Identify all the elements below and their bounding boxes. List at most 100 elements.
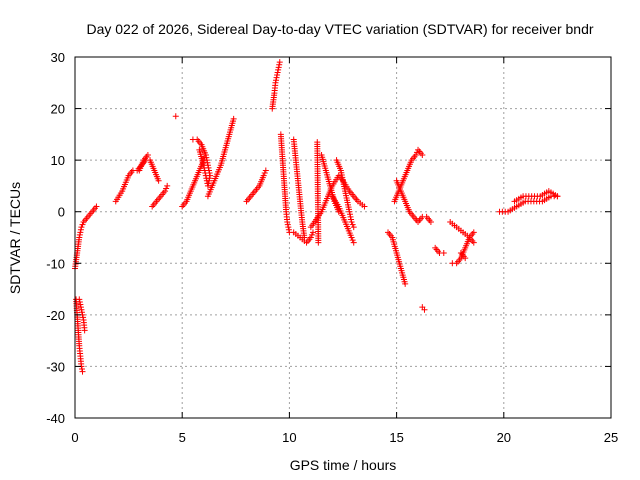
data-point xyxy=(275,64,282,71)
data-point xyxy=(78,309,85,316)
x-tick-label: 20 xyxy=(497,430,511,445)
y-tick-label: 0 xyxy=(58,205,65,220)
series-arc-d xyxy=(112,157,162,205)
series-arc-r xyxy=(333,157,357,231)
data-point xyxy=(284,221,291,228)
data-point xyxy=(163,185,170,192)
series-arc-p xyxy=(307,172,368,231)
data-point xyxy=(350,224,357,231)
data-point xyxy=(349,237,356,244)
series-arc-g xyxy=(172,113,179,120)
series-arc-b xyxy=(73,296,86,375)
data-point xyxy=(79,368,86,375)
data-point xyxy=(285,226,292,233)
series-arc-ab xyxy=(496,193,561,215)
data-point xyxy=(309,229,316,236)
data-point xyxy=(230,115,237,122)
data-point xyxy=(172,113,179,120)
series-arc-v xyxy=(393,177,434,226)
series-arc-k xyxy=(243,167,269,205)
data-point xyxy=(76,298,83,305)
data-point xyxy=(419,151,426,158)
data-point xyxy=(79,221,86,228)
y-tick-label: 20 xyxy=(51,102,65,117)
series-arc-a xyxy=(72,203,100,272)
x-tick-label: 15 xyxy=(389,430,403,445)
data-point xyxy=(80,314,87,321)
data-point xyxy=(203,177,210,184)
data-point xyxy=(470,229,477,236)
series-arc-e xyxy=(136,151,151,174)
data-point xyxy=(76,234,83,241)
x-tick-label: 5 xyxy=(179,430,186,445)
data-point xyxy=(202,151,209,158)
data-point xyxy=(347,213,354,220)
data-point xyxy=(77,304,84,311)
data-point xyxy=(273,77,279,84)
series-arc-z xyxy=(449,229,477,267)
data-point xyxy=(93,203,100,210)
data-point xyxy=(346,211,353,218)
data-point xyxy=(262,167,269,174)
x-tick-label: 0 xyxy=(71,430,78,445)
data-point xyxy=(77,226,84,233)
data-point xyxy=(275,66,282,73)
y-tick-label: 30 xyxy=(51,50,65,65)
data-point xyxy=(308,231,315,238)
data-point xyxy=(413,149,420,156)
series-arc-f xyxy=(149,182,171,210)
data-point xyxy=(76,231,83,238)
data-point xyxy=(203,154,210,161)
y-tick-label: -20 xyxy=(46,308,65,323)
y-axis-label: SDTVAR / TECUs xyxy=(7,182,23,294)
data-point xyxy=(162,188,169,195)
data-point xyxy=(81,327,88,334)
data-point xyxy=(273,74,280,81)
x-tick-label: 25 xyxy=(604,430,618,445)
data-point xyxy=(274,69,281,76)
data-point xyxy=(462,255,469,262)
data-point xyxy=(315,239,322,246)
y-tick-label: 10 xyxy=(51,153,65,168)
chart-title: Day 022 of 2026, Sidereal Day-to-day VTE… xyxy=(86,21,593,37)
x-axis-label: GPS time / hours xyxy=(290,457,397,473)
series-arc-w xyxy=(419,304,428,313)
grid-lines xyxy=(75,57,611,418)
data-point xyxy=(274,72,281,79)
data-point xyxy=(412,151,419,158)
data-point xyxy=(155,177,162,184)
data-point xyxy=(272,79,279,86)
y-tick-label: -40 xyxy=(46,411,65,426)
data-point xyxy=(196,146,203,153)
data-point xyxy=(284,219,291,226)
data-point xyxy=(348,219,355,226)
series-arc-ac xyxy=(511,188,561,205)
data-point xyxy=(348,234,355,241)
data-point xyxy=(261,170,268,177)
data-point xyxy=(301,234,308,241)
data-point xyxy=(440,249,447,256)
series-arc-t xyxy=(385,229,409,287)
data-point xyxy=(78,224,85,231)
data-point xyxy=(202,172,209,179)
data-point xyxy=(77,301,84,308)
data-point xyxy=(204,182,211,189)
y-tick-label: -10 xyxy=(46,256,65,271)
series-arc-l xyxy=(269,59,283,112)
data-point xyxy=(76,296,83,303)
data-point xyxy=(361,203,368,210)
series-arc-m xyxy=(277,131,316,246)
data-point xyxy=(204,180,211,187)
data-point xyxy=(144,151,151,158)
data-point xyxy=(349,221,356,228)
data-point xyxy=(201,167,208,174)
axis-ticks: 0 5 10 15 20 25 -40 -30 -20 -10 0 10 20 30 xyxy=(46,50,618,445)
data-point xyxy=(78,306,85,313)
data-point xyxy=(203,157,210,164)
data-points xyxy=(72,59,561,375)
data-point xyxy=(78,366,85,373)
data-point xyxy=(285,224,292,231)
data-point xyxy=(421,306,428,313)
data-point xyxy=(276,61,283,68)
